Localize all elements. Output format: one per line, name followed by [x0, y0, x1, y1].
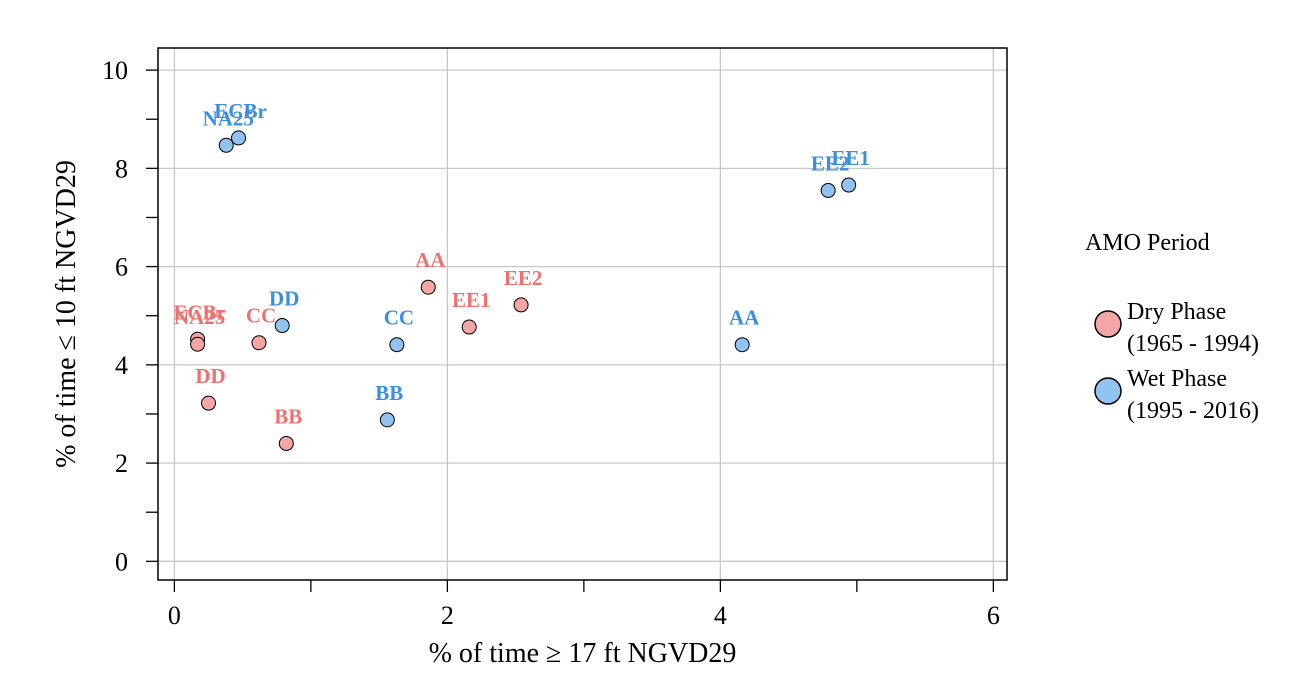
- data-point: [461, 319, 477, 335]
- y-tick-label: 4: [115, 351, 128, 380]
- point-label: EE2: [811, 151, 850, 175]
- x-tick-label: 4: [714, 601, 727, 630]
- point-label: ECBr: [173, 300, 226, 324]
- x-tick-label: 6: [987, 601, 1000, 630]
- grid: [158, 48, 1007, 580]
- data-point: [513, 297, 529, 313]
- y-tick-label: 10: [102, 56, 128, 85]
- point-label: CC: [384, 306, 414, 330]
- data-point: [841, 177, 857, 193]
- data-point: [734, 337, 750, 353]
- x-axis-title: % of time ≥ 17 ft NGVD29: [429, 638, 737, 669]
- legend-title: AMO Period: [1085, 230, 1210, 256]
- point-label: EE1: [831, 146, 870, 170]
- x-tick-label: 2: [441, 601, 454, 630]
- point-label: EE2: [504, 266, 543, 290]
- point-label: NA25: [203, 106, 254, 130]
- point-label: AA: [415, 248, 446, 272]
- data-point: [274, 318, 290, 334]
- data-point: [218, 137, 234, 153]
- point-label: DD: [195, 364, 225, 388]
- point-label: BB: [274, 404, 302, 428]
- legend-label: (1965 - 1994): [1127, 331, 1259, 357]
- data-point: [251, 335, 267, 351]
- legend-marker: [1094, 377, 1122, 405]
- legend: AMO Period Dry Phase (1965 - 1994) Wet Pha…: [1085, 230, 1259, 424]
- y-tick-label: 8: [115, 154, 128, 183]
- y-axis: 0 2 4 6 8 10: [102, 56, 158, 576]
- legend-label: (1995 - 2016): [1127, 398, 1259, 424]
- y-axis-title: % of time ≤ 10 ft NGVD29: [51, 160, 82, 468]
- y-tick-label: 0: [115, 547, 128, 576]
- y-tick-label: 2: [115, 449, 128, 478]
- data-point: [278, 435, 294, 451]
- plot-area: [157, 47, 1008, 581]
- data-points: [190, 130, 857, 451]
- legend-marker: [1094, 310, 1122, 338]
- point-label: AA: [729, 306, 760, 330]
- data-point: [420, 279, 436, 295]
- x-tick-label: 0: [168, 601, 181, 630]
- point-label: BB: [375, 381, 403, 405]
- data-point: [190, 336, 206, 352]
- data-point: [379, 412, 395, 428]
- point-label: NA25: [174, 305, 225, 329]
- legend-label: Wet Phase: [1127, 366, 1227, 392]
- point-label: DD: [269, 287, 299, 311]
- point-label: ECBr: [214, 99, 267, 123]
- y-tick-label: 6: [115, 253, 128, 282]
- legend-label: Dry Phase: [1127, 299, 1226, 325]
- data-point: [820, 182, 836, 198]
- point-label: EE1: [452, 288, 491, 312]
- point-label: CC: [246, 304, 276, 328]
- data-point: [231, 130, 247, 146]
- data-point: [389, 337, 405, 353]
- x-axis: 0 2 4 6: [168, 580, 1000, 630]
- data-point: [201, 395, 217, 411]
